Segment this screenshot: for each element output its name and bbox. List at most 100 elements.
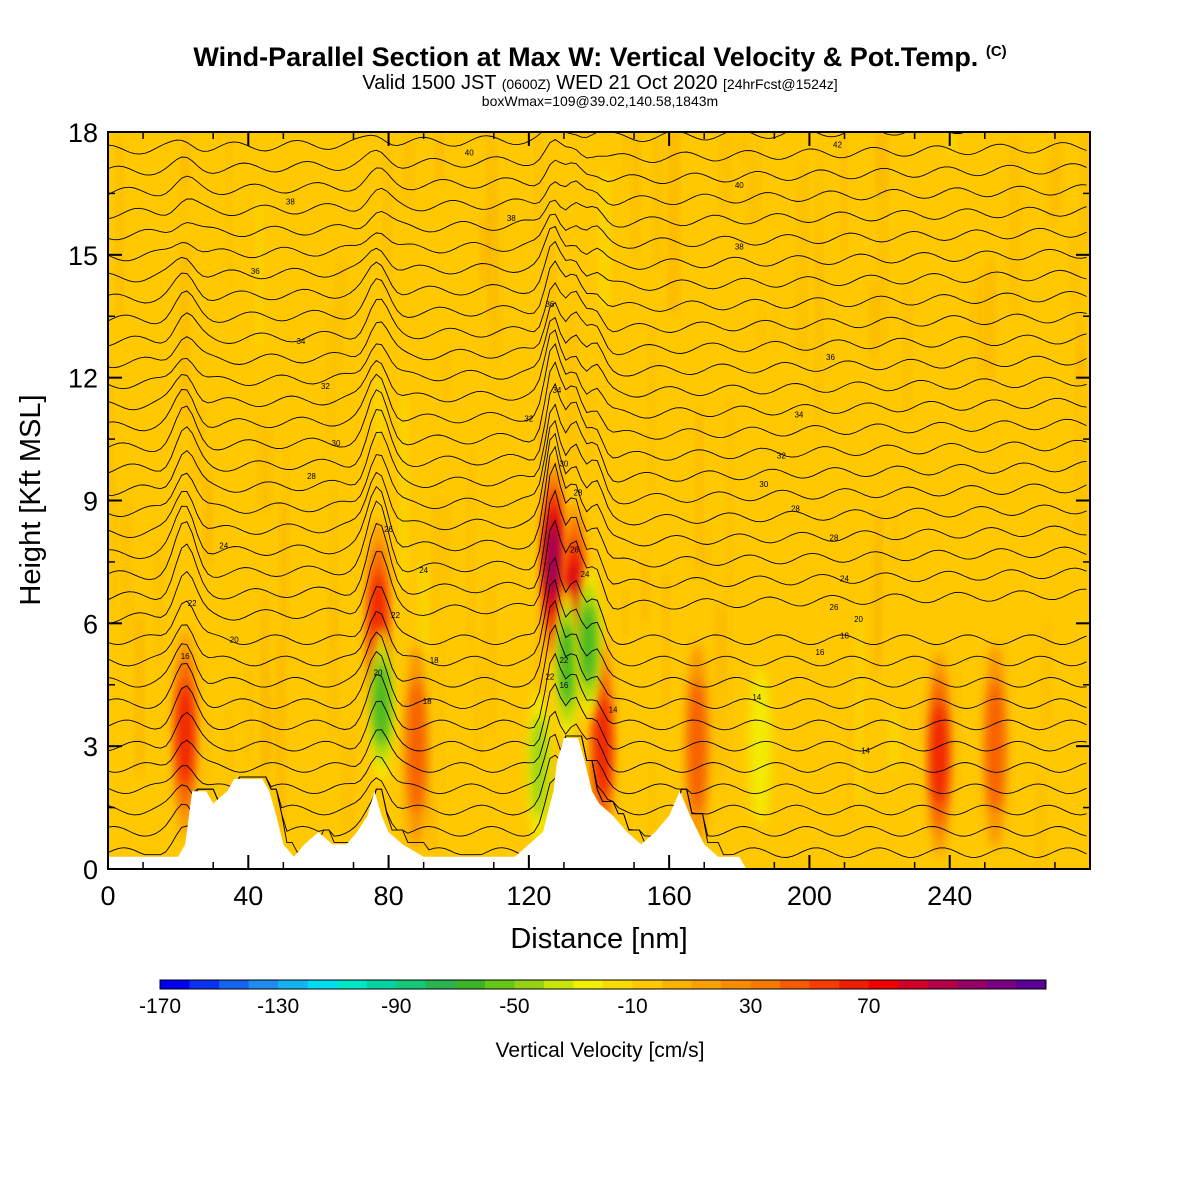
colorbar-tick-label: -50 [499, 995, 529, 1018]
theta-contour [108, 519, 1087, 624]
updraft-core [986, 679, 1004, 813]
velocity-streak [649, 757, 655, 852]
velocity-streak [841, 132, 846, 254]
colorbar-swatch [248, 980, 279, 989]
theta-contour [108, 682, 1087, 752]
contour-label: 26 [830, 603, 839, 612]
colorbar-swatch [455, 980, 486, 989]
contour-label: 24 [840, 574, 849, 583]
colorbar-swatch [839, 980, 870, 989]
colorbar-swatch [189, 980, 220, 989]
contour-label: 32 [524, 415, 533, 424]
velocity-streak [642, 559, 648, 626]
colorbar-frame [159, 979, 1047, 990]
colorbar-tick-label: 70 [857, 995, 880, 1018]
velocity-streak [156, 542, 162, 663]
velocity-streak [227, 132, 232, 285]
colorbar-swatch [337, 980, 368, 989]
velocity-streak [1037, 774, 1046, 868]
colorbar-swatch [484, 980, 515, 989]
theta-contour [108, 445, 1087, 560]
velocity-streak [180, 165, 186, 220]
velocity-streak [432, 489, 438, 622]
velocity-streak [857, 608, 862, 808]
contour-label: 14 [609, 705, 618, 714]
chart-title: Wind-Parallel Section at Max W: Vertical… [0, 42, 1200, 73]
velocity-streak [740, 132, 747, 166]
velocity-streak [376, 375, 383, 438]
colorbar-swatch [721, 980, 752, 989]
contour-label: 20 [854, 615, 863, 624]
contour-label: 38 [507, 214, 516, 223]
colorbar-swatch [691, 980, 722, 989]
colorbar-label: Vertical Velocity [cm/s] [496, 1039, 705, 1062]
colorbar-swatch [543, 980, 574, 989]
downdraft-core [749, 668, 772, 824]
contour-label: 42 [833, 140, 842, 149]
y-tick-label: 15 [68, 241, 98, 271]
velocity-streak [202, 712, 210, 804]
velocity-streak [329, 588, 338, 740]
velocity-streak [337, 258, 345, 322]
velocity-streak [955, 667, 961, 791]
colorbar-tick-label: -90 [381, 995, 411, 1018]
velocity-streak [750, 148, 759, 225]
velocity-streak [486, 584, 494, 734]
contour-label: 22 [188, 599, 197, 608]
contour-label: 28 [791, 505, 800, 514]
contour-label: 28 [307, 472, 316, 481]
colorbar-tick-label: -10 [617, 995, 647, 1018]
velocity-streak [600, 173, 609, 310]
contour-label: 38 [286, 198, 295, 207]
contour-label: 20 [230, 636, 239, 645]
contour-label: 26 [384, 525, 393, 534]
colorbar-tick-label: -170 [139, 995, 181, 1018]
contour-label: 30 [759, 480, 768, 489]
velocity-streak [893, 510, 898, 566]
contour-label: 16 [181, 652, 190, 661]
contour-label: 36 [545, 300, 554, 309]
velocity-streak [404, 132, 413, 201]
contour-label: 24 [581, 570, 590, 579]
contour-label: 30 [332, 439, 341, 448]
x-tick-label: 200 [787, 881, 832, 911]
theta-contour [108, 599, 1087, 688]
y-tick-label: 0 [83, 855, 98, 885]
theta-contour [108, 419, 1087, 517]
velocity-streak [716, 605, 724, 687]
colorbar-swatch [160, 980, 191, 989]
theta-contour [108, 159, 1087, 197]
theta-contour [108, 652, 1087, 731]
velocity-streak [335, 306, 342, 374]
velocity-streak [649, 323, 655, 490]
theta-contour [108, 578, 1087, 667]
colorbar-swatch [632, 980, 663, 989]
contour-label: 18 [423, 697, 432, 706]
contour-label: 16 [559, 681, 568, 690]
velocity-streak [284, 447, 289, 652]
updraft-core [931, 703, 947, 806]
updraft-core [594, 695, 611, 798]
colorbar-swatch [927, 980, 958, 989]
valid-line: Valid 1500 JST (0600Z) WED 21 Oct 2020 [… [0, 72, 1200, 95]
velocity-streak [721, 132, 730, 216]
contour-label: 40 [735, 181, 744, 190]
velocity-streak [798, 161, 806, 358]
theta-contour [108, 282, 1087, 347]
velocity-streak [876, 513, 882, 664]
velocity-streak [123, 498, 131, 641]
velocity-streak [1043, 619, 1051, 730]
theta-contour [108, 180, 1087, 220]
downdraft-core [580, 603, 597, 685]
velocity-streak [226, 712, 232, 783]
theta-contour [108, 462, 1087, 581]
valid-zulu: (0600Z) [501, 76, 551, 92]
velocity-streak [111, 466, 117, 604]
updraft-core [546, 525, 561, 599]
velocity-streak [262, 595, 268, 771]
theta-contour [108, 733, 1087, 795]
forecast-label: [24hrFcst@1524z] [723, 76, 838, 92]
velocity-streak [971, 287, 978, 338]
colorbar-swatch [219, 980, 250, 989]
velocity-streak [438, 638, 444, 792]
